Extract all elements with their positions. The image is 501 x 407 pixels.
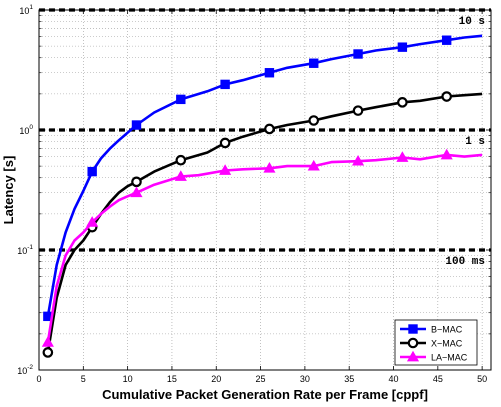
data-point [176, 94, 186, 105]
series-line [46, 92, 483, 353]
series-3 [41, 148, 483, 347]
legend: B−MAC X−MAC LA−MAC [394, 319, 478, 366]
x-tick-label: 25 [256, 374, 266, 384]
plot-frame [38, 9, 492, 371]
series-layer [41, 34, 483, 358]
reference-line-label: 1 s [465, 136, 485, 148]
x-tick-label: 15 [167, 374, 177, 384]
legend-marker [406, 350, 420, 362]
legend-label: X−MAC [431, 339, 463, 349]
data-point [219, 164, 232, 175]
data-point [41, 336, 54, 347]
data-point [42, 347, 54, 358]
data-point [87, 166, 97, 177]
data-point [397, 97, 408, 108]
data-point [352, 105, 364, 116]
data-point [86, 216, 99, 227]
data-point [440, 148, 453, 160]
grid [38, 9, 491, 371]
x-tick-label: 10 [123, 374, 133, 384]
data-point [441, 91, 452, 102]
series-2 [42, 91, 483, 358]
data-point [308, 115, 320, 126]
data-point [351, 154, 365, 166]
data-point [396, 151, 409, 162]
y-axis-title: Latency [s] [1, 156, 16, 225]
x-tick-label: 20 [211, 374, 221, 384]
data-point [307, 159, 320, 171]
x-tick-label: 5 [81, 374, 86, 384]
y-tick-label: 100 [19, 124, 33, 136]
x-tick-label: 35 [344, 374, 354, 384]
data-point [219, 137, 231, 149]
data-point [131, 120, 142, 130]
data-point [397, 42, 408, 52]
legend-label: B−MAC [431, 325, 463, 335]
axis-ticks: 0 5 10 15 20 25 30 35 40 45 50 10-2 10-1 100 101 [17, 4, 491, 384]
data-point [441, 35, 452, 45]
data-point [264, 68, 275, 78]
reference-line-label: 10 s [459, 16, 485, 28]
data-point [353, 49, 363, 59]
legend-label: LA−MAC [431, 353, 468, 363]
data-point [220, 79, 230, 90]
series-1 [43, 34, 483, 322]
series-line [46, 153, 483, 343]
x-tick-label: 30 [300, 374, 310, 384]
data-point [263, 162, 276, 173]
data-point [131, 176, 142, 188]
y-tick-label: 10-2 [17, 364, 33, 376]
x-axis-title: Cumulative Packet Generation Rate per Fr… [102, 387, 428, 402]
data-point [264, 123, 275, 135]
y-tick-label: 10-1 [17, 244, 33, 256]
data-point [175, 154, 187, 166]
x-tick-label: 50 [477, 374, 487, 384]
series-line [46, 34, 483, 317]
data-point [130, 186, 143, 198]
y-tick-label: 101 [19, 4, 33, 16]
legend-marker [408, 324, 418, 334]
x-tick-label: 45 [433, 374, 443, 384]
reference-line-label: 100 ms [445, 256, 485, 268]
x-tick-label: 0 [36, 374, 41, 384]
data-point [309, 58, 319, 68]
x-tick-label: 40 [389, 374, 399, 384]
data-point [174, 170, 187, 181]
legend-marker [407, 337, 419, 349]
